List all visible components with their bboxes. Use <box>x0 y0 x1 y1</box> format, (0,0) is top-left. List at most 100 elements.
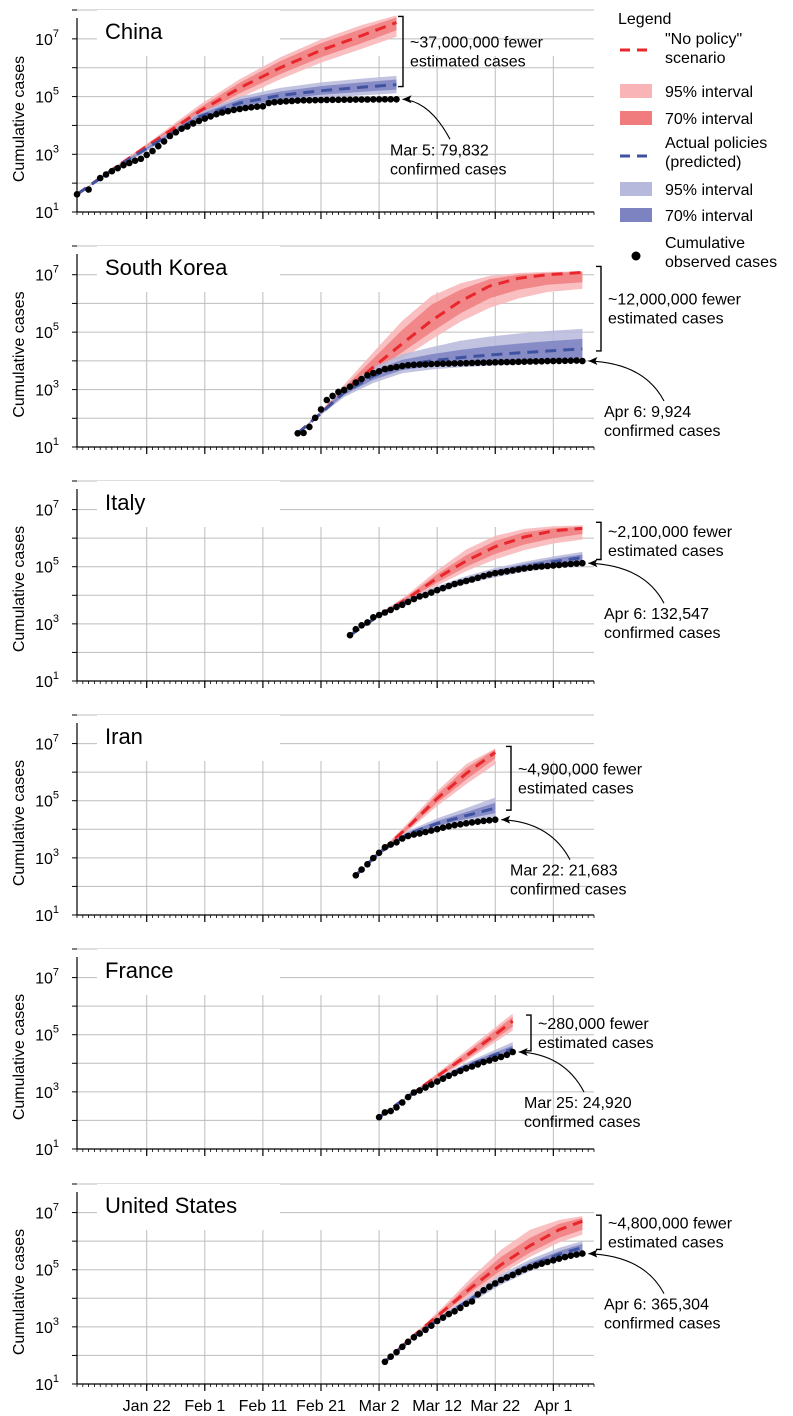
y-axis-label-4: Cumulative cases <box>11 994 28 1120</box>
observed-point-5-8 <box>428 1322 435 1329</box>
observed-point-5-33 <box>573 1251 580 1258</box>
observed-point-3-6 <box>387 841 395 848</box>
observed-point-0-47 <box>358 96 365 103</box>
observed-point-0-46 <box>352 96 360 103</box>
annotation-arrowhead-2 <box>588 559 598 568</box>
observed-point-3-12 <box>422 828 429 836</box>
observed-point-3-23 <box>486 817 493 824</box>
observed-point-0-48 <box>364 96 371 103</box>
observed-point-4-18 <box>480 1058 487 1066</box>
legend-actual-95-swatch <box>620 182 652 196</box>
annotation-label-line: Apr 6: 132,547 <box>604 606 709 623</box>
y-tick-label-4-1: 103 <box>35 1081 59 1102</box>
observed-point-0-36 <box>294 97 302 104</box>
difference-label-line: estimated cases <box>538 1035 654 1052</box>
y-tick-label-3-3: 107 <box>35 733 59 754</box>
annotation-label-line: Mar 22: 21,683 <box>510 863 618 880</box>
observed-point-5-14 <box>462 1300 470 1308</box>
observed-point-0-25 <box>230 106 238 114</box>
observed-point-1-4 <box>317 406 325 413</box>
observed-point-0-52 <box>387 96 395 103</box>
y-tick-label-5-2: 105 <box>35 1259 59 1280</box>
observed-point-0-16 <box>178 125 185 132</box>
observed-point-4-22 <box>503 1051 511 1059</box>
observed-point-1-36 <box>503 358 511 366</box>
legend-observed-marker <box>631 251 641 261</box>
difference-label-line: estimated cases <box>608 543 724 560</box>
observed-point-2-7 <box>387 606 395 614</box>
observed-point-1-30 <box>468 359 476 367</box>
x-tick-label-2: Feb 11 <box>239 1398 288 1415</box>
observed-point-0-51 <box>381 96 389 103</box>
y-axis-label-0: Cumulative cases <box>11 56 28 182</box>
difference-label-line: estimated cases <box>518 780 634 797</box>
country-label-bg <box>97 1184 280 1224</box>
observed-point-3-24 <box>491 816 499 823</box>
observed-point-5-10 <box>439 1314 447 1321</box>
panel-4: France 101 103 105 107 Cumulative cases ~280,0… <box>11 948 654 1159</box>
observed-point-0-17 <box>184 123 191 130</box>
observed-point-1-48 <box>573 357 580 364</box>
observed-point-0-18 <box>189 120 197 127</box>
observed-point-0-49 <box>370 96 377 103</box>
observed-point-5-5 <box>410 1334 418 1341</box>
difference-label-line: ~4,800,000 fewer <box>608 1215 733 1232</box>
observed-point-2-39 <box>573 560 580 567</box>
observed-point-5-0 <box>381 1358 389 1366</box>
difference-bracket-2 <box>596 521 602 561</box>
x-tick-label-1: Feb 1 <box>184 1398 225 1415</box>
observed-point-2-38 <box>567 560 575 568</box>
observed-point-5-25 <box>526 1264 534 1271</box>
observed-point-1-35 <box>497 358 505 366</box>
y-tick-label-5-3: 107 <box>35 1202 59 1223</box>
observed-point-4-15 <box>462 1065 470 1072</box>
observed-point-1-40 <box>526 358 534 365</box>
country-label-bg <box>97 481 280 521</box>
observed-point-2-21 <box>468 576 476 583</box>
country-label-bg <box>97 10 280 50</box>
annotation-arrowhead-3 <box>501 815 511 824</box>
annotation-label-line: confirmed cases <box>604 1316 721 1333</box>
annotation-label-line: confirmed cases <box>604 423 721 440</box>
observed-point-0-31 <box>265 99 273 107</box>
annotation-arrow-2 <box>588 562 665 604</box>
observed-point-2-8 <box>393 603 400 611</box>
no-policy-95-band <box>77 15 397 195</box>
observed-point-2-4 <box>370 614 377 621</box>
observed-point-1-14 <box>375 368 383 375</box>
observed-point-2-26 <box>497 569 505 576</box>
observed-point-3-19 <box>462 820 470 827</box>
legend-actual-line1: Actual policies <box>665 135 767 152</box>
observed-point-5-29 <box>550 1257 557 1264</box>
observed-point-4-9 <box>428 1081 435 1088</box>
observed-point-4-4 <box>399 1099 406 1106</box>
legend-no-policy-95-swatch <box>620 84 652 98</box>
observed-point-2-19 <box>457 579 464 586</box>
observed-point-4-12 <box>445 1072 453 1080</box>
observed-point-0-14 <box>166 132 174 140</box>
annotation-arrow-0 <box>402 98 451 140</box>
observed-point-5-3 <box>399 1343 406 1351</box>
observed-point-5-24 <box>521 1266 528 1273</box>
observed-point-0-24 <box>224 107 232 115</box>
observed-point-0-32 <box>271 98 278 106</box>
panel-2: Italy 101 103 105 107 Cumulative cases ~2,100,… <box>11 480 733 691</box>
observed-point-0-44 <box>340 96 348 103</box>
observed-point-2-13 <box>422 591 429 599</box>
observed-point-2-18 <box>451 580 458 588</box>
annotation-arrowhead-4 <box>518 1047 528 1056</box>
panel-3: Iran 101 103 105 107 Cumulative cases ~4,900,0… <box>11 714 643 925</box>
annotation-label-4: Mar 25: 24,920 confirmed cases <box>524 1095 641 1131</box>
difference-bracket-5 <box>596 1214 602 1251</box>
legend-actual-label: Actual policies (predicted) <box>665 135 772 171</box>
observed-point-2-30 <box>521 565 528 572</box>
observed-point-1-31 <box>474 359 482 367</box>
observed-point-1-37 <box>509 358 516 366</box>
observed-point-1-0 <box>294 430 302 437</box>
observed-point-0-43 <box>335 96 342 104</box>
observed-point-1-15 <box>381 365 389 373</box>
observed-point-3-14 <box>433 825 441 833</box>
observed-point-4-17 <box>474 1061 482 1068</box>
difference-label-3: ~4,900,000 fewer estimated cases <box>518 761 643 797</box>
observed-point-3-21 <box>474 818 482 825</box>
